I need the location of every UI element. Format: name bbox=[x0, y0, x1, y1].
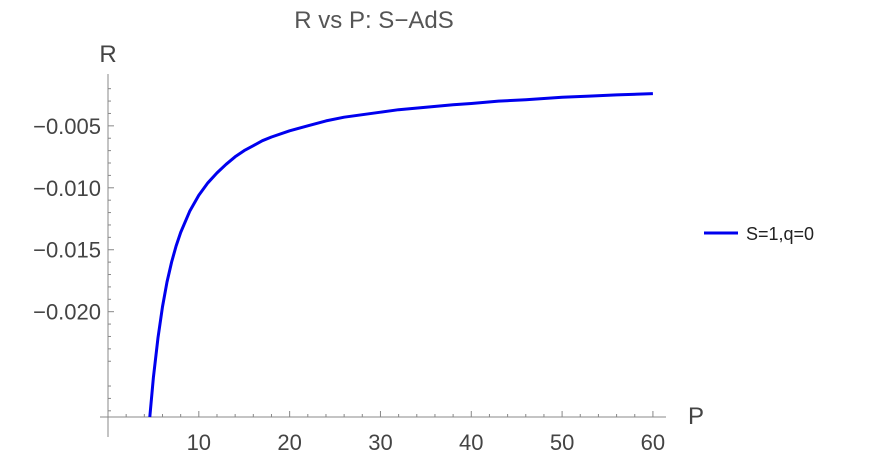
y-tick-label: −0.010 bbox=[33, 176, 101, 201]
x-axis-label: P bbox=[688, 403, 704, 430]
x-tick-label: 40 bbox=[459, 430, 483, 455]
legend: S=1,q=0 bbox=[704, 224, 814, 244]
chart-title: R vs P: S−AdS bbox=[294, 7, 453, 34]
x-tick-label: 60 bbox=[641, 430, 665, 455]
x-tick-label: 10 bbox=[187, 430, 211, 455]
x-tick-label: 20 bbox=[277, 430, 301, 455]
series-line bbox=[148, 92, 653, 418]
legend-label: S=1,q=0 bbox=[746, 224, 814, 244]
x-tick-label: 50 bbox=[550, 430, 574, 455]
plot-area bbox=[148, 92, 653, 418]
y-tick-label: −0.005 bbox=[33, 114, 101, 139]
x-tick-label: 30 bbox=[368, 430, 392, 455]
y-tick-label: −0.020 bbox=[33, 300, 101, 325]
y-tick-label: −0.015 bbox=[33, 238, 101, 263]
axes: 10 20 30 40 50 60 −0.005 −0.010 −0.015 −0.020 bbox=[33, 74, 666, 455]
y-axis-label: R bbox=[99, 41, 116, 68]
